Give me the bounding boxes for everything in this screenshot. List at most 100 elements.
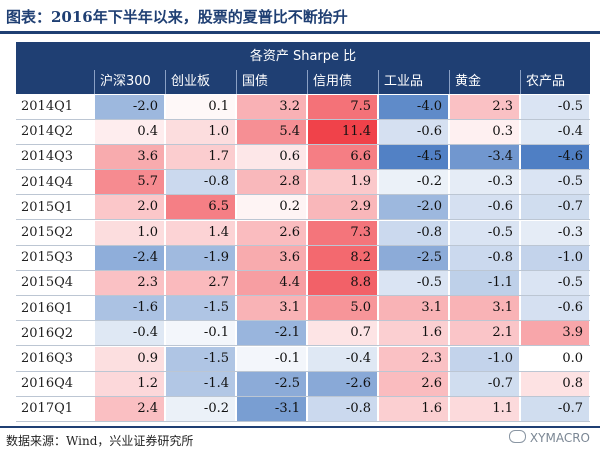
row-label: 2015Q3 xyxy=(21,250,74,266)
column-separator xyxy=(236,70,237,94)
row-label: 2014Q1 xyxy=(21,99,74,114)
heatmap-cell: -0.5 xyxy=(521,94,589,119)
heatmap-cell: 3.1 xyxy=(237,296,306,321)
heatmap-cell: 3.6 xyxy=(237,245,306,270)
heatmap-cell: 3.9 xyxy=(521,321,589,346)
heatmap-cell: -2.1 xyxy=(237,321,306,346)
table-header-band xyxy=(16,42,590,94)
row-divider xyxy=(16,320,590,322)
heatmap-cell: 2.3 xyxy=(95,271,164,295)
column-separator xyxy=(378,70,379,94)
row-label: 2014Q2 xyxy=(21,124,74,140)
row-divider xyxy=(16,421,590,422)
column-header: 农产品 xyxy=(526,74,566,89)
sharpe-heatmap-table: 各资产 Sharpe 比 沪深300 创业板 国债 信用债 工业品 黄金 农产品 2014Q… xyxy=(16,42,590,422)
heatmap-cell: 2.6 xyxy=(237,220,306,245)
heatmap-cell: 2.6 xyxy=(379,371,448,396)
heatmap-cell: -0.4 xyxy=(521,119,589,144)
heatmap-cell: 0.3 xyxy=(450,119,519,144)
heatmap-cell: 2.0 xyxy=(95,195,164,220)
column-separator xyxy=(307,70,308,94)
heatmap-cell: 5.0 xyxy=(308,296,377,321)
heatmap-cell: -0.8 xyxy=(450,245,519,270)
heatmap-cell: 2.9 xyxy=(308,195,377,220)
heatmap-cell: 1.9 xyxy=(308,170,377,195)
heatmap-cell: -0.4 xyxy=(308,346,377,371)
heatmap-cell: 0.4 xyxy=(95,119,164,144)
column-separator xyxy=(520,70,521,94)
heatmap-cell: -0.1 xyxy=(166,321,235,346)
heatmap-cell: 2.4 xyxy=(95,397,164,421)
heatmap-cell: 2.3 xyxy=(379,346,448,371)
column-header: 沪深300 xyxy=(100,74,151,89)
heatmap-cell: 1.6 xyxy=(379,321,448,346)
row-divider xyxy=(16,169,590,170)
heatmap-cell: 1.2 xyxy=(95,371,164,396)
heatmap-cell: 1.0 xyxy=(95,220,164,245)
heatmap-cell: -2.4 xyxy=(95,245,164,270)
column-separator xyxy=(165,70,166,94)
heatmap-cell: -0.5 xyxy=(521,170,589,195)
row-divider xyxy=(16,370,590,372)
column-header: 工业品 xyxy=(384,74,424,89)
heatmap-cell: 0.6 xyxy=(237,145,306,169)
heatmap-cell: 0.0 xyxy=(521,346,589,371)
heatmap-cell: 2.7 xyxy=(166,271,235,295)
heatmap-cell: 7.3 xyxy=(308,220,377,245)
heatmap-cell: 0.7 xyxy=(308,321,377,346)
heatmap-cell: -0.3 xyxy=(521,220,589,245)
footer-rule xyxy=(0,426,600,428)
heatmap-cell: 2.3 xyxy=(450,94,519,119)
heatmap-cell: 5.7 xyxy=(95,170,164,195)
heatmap-cell: -1.5 xyxy=(166,296,235,321)
row-divider xyxy=(16,219,590,221)
heatmap-cell: 1.7 xyxy=(166,145,235,169)
heatmap-cell: -0.7 xyxy=(521,397,589,421)
heatmap-cell: 11.4 xyxy=(308,119,377,144)
heatmap-cell: -1.1 xyxy=(450,271,519,295)
heatmap-cell: -0.2 xyxy=(166,397,235,421)
heatmap-cell: 3.2 xyxy=(237,94,306,119)
heatmap-cell: -0.5 xyxy=(379,271,448,295)
table-header-title: 各资产 Sharpe 比 xyxy=(249,49,357,64)
heatmap-cell: -0.6 xyxy=(450,195,519,220)
heatmap-cell: 8.2 xyxy=(308,245,377,270)
row-label: 2016Q4 xyxy=(21,376,74,392)
row-divider xyxy=(16,143,590,145)
heatmap-cell: -3.1 xyxy=(237,397,306,421)
heatmap-cell: 0.1 xyxy=(166,94,235,119)
heatmap-cell: -1.9 xyxy=(166,245,235,270)
heatmap-cell: 0.9 xyxy=(95,346,164,371)
watermark-text: XYMACRO xyxy=(529,431,590,445)
heatmap-cell: 1.4 xyxy=(166,220,235,245)
column-header: 信用债 xyxy=(313,74,353,89)
row-label: 2016Q1 xyxy=(21,300,74,316)
heatmap-cell: -1.5 xyxy=(166,346,235,371)
heatmap-cell: -1.0 xyxy=(521,245,589,270)
heatmap-cell: 6.5 xyxy=(166,195,235,220)
column-header: 国债 xyxy=(242,74,269,89)
heatmap-cell: 4.4 xyxy=(237,271,306,295)
heatmap-cell: -2.0 xyxy=(95,94,164,119)
heatmap-cell: -0.2 xyxy=(379,170,448,195)
heatmap-cell: -0.6 xyxy=(379,119,448,144)
row-divider xyxy=(16,395,590,397)
heatmap-cell: 6.6 xyxy=(308,145,377,169)
heatmap-cell: -2.5 xyxy=(379,245,448,270)
heatmap-cell: -2.5 xyxy=(237,371,306,396)
heatmap-cell: 5.4 xyxy=(237,119,306,144)
row-label: 2015Q2 xyxy=(21,225,74,240)
heatmap-cell: -1.6 xyxy=(95,296,164,321)
row-label: 2016Q2 xyxy=(21,325,74,341)
heatmap-cell: 1.1 xyxy=(450,397,519,421)
heatmap-cell: -0.6 xyxy=(521,296,589,321)
wechat-icon xyxy=(508,430,526,443)
figure-title: 图表：2016年下半年以来，股票的夏普比不断抬升 xyxy=(6,8,348,26)
heatmap-cell: 1.0 xyxy=(166,119,235,144)
heatmap-cell: 3.1 xyxy=(450,296,519,321)
column-separator xyxy=(94,70,95,94)
row-divider xyxy=(16,269,590,271)
row-label: 2015Q1 xyxy=(21,199,74,215)
heatmap-cell: 8.8 xyxy=(308,271,377,295)
heatmap-cell: 7.5 xyxy=(308,94,377,119)
